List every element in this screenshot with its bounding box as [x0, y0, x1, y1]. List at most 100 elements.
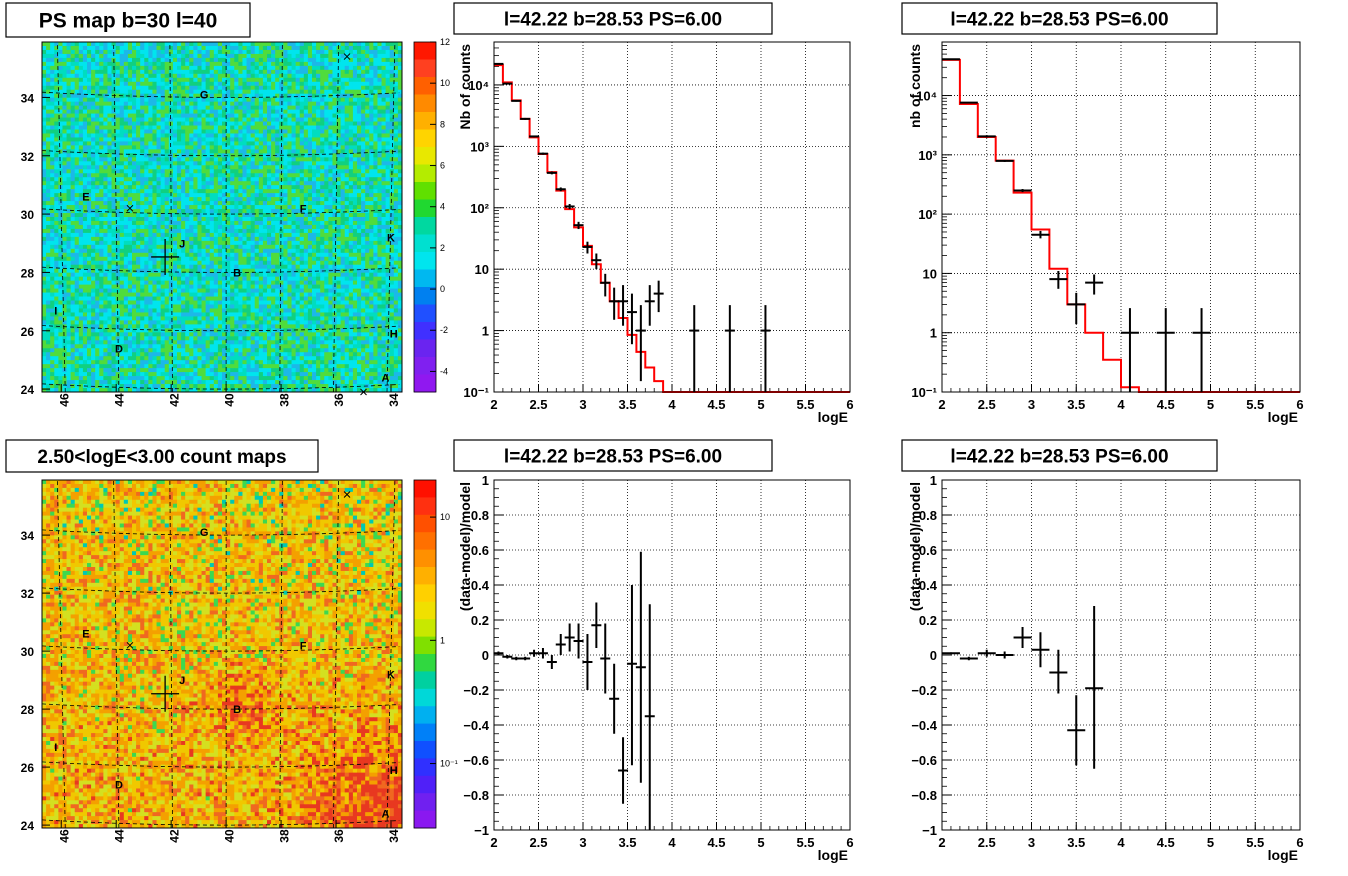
ps_map-map-cell [148, 73, 153, 79]
ps_map-map-cell [377, 53, 382, 59]
ps_map-map-cell [209, 244, 215, 250]
ps_map-map-cell [209, 73, 215, 79]
ps_map-map-cell [197, 145, 202, 150]
ps_map-map-cell [271, 113, 276, 118]
ps_map-map-cell [250, 201, 256, 206]
ps_map-map-cell [115, 205, 121, 210]
ps_map-map-cell [205, 213, 211, 218]
ps_map-map-cell [230, 256, 235, 262]
ps_map-map-cell [365, 145, 370, 150]
ps_map-map-cell [365, 85, 370, 91]
ps_map-map-cell [373, 133, 378, 138]
ps_map-map-cell [58, 248, 63, 254]
ps_map-map-cell [385, 248, 391, 254]
ps_map-map-cell [74, 252, 80, 258]
ps_map-map-cell [132, 173, 137, 178]
ps_map-map-cell [393, 137, 399, 142]
ps_map-map-cell [78, 129, 84, 134]
ps_map-map-cell [107, 85, 112, 91]
ps_map-map-cell [222, 69, 227, 75]
ps_map-map-cell [185, 149, 190, 154]
ps_map-map-cell [230, 129, 235, 134]
ps_map-map-cell [312, 157, 317, 162]
ps_map-map-cell [217, 77, 223, 83]
ps_map-map-cell [74, 264, 80, 270]
ps_map-map-cell [295, 228, 301, 234]
ps_map-map-cell [336, 157, 341, 162]
ps_map-map-cell [397, 149, 403, 154]
ps_map-map-cell [115, 228, 121, 234]
ps_map-map-cell [115, 177, 121, 182]
ps_map-map-cell [393, 85, 399, 91]
ps_map-map-cell [54, 264, 59, 270]
ps_map-map-cell [209, 232, 215, 238]
ps_map-map-cell [397, 133, 403, 138]
ps_map-map-cell [123, 161, 129, 166]
ps_map-map-cell [74, 69, 80, 75]
ps_map-map-cell [99, 244, 104, 250]
ps_map-map-cell [144, 49, 149, 55]
ps_map-map-cell [205, 85, 211, 91]
ps_map-map-cell [160, 173, 166, 178]
ps_map-map-cell [172, 85, 178, 91]
ps_map-map-cell [352, 244, 358, 250]
ps_map-map-cell [369, 137, 374, 142]
ps_map-map-cell [185, 61, 190, 67]
ps_map-map-cell [177, 220, 182, 226]
ps_map-map-cell [324, 232, 329, 238]
ps_map-map-cell [156, 149, 161, 154]
ps_map-map-cell [70, 129, 76, 134]
ps_map-map-cell [262, 133, 268, 138]
ps_map-map-cell [385, 81, 391, 87]
ps_map-map-cell [168, 201, 174, 206]
ps_map-map-cell [303, 153, 309, 158]
ps_map-map-cell [107, 236, 112, 242]
ps_map-map-cell [66, 117, 71, 122]
ps_map-map-cell [279, 69, 284, 75]
ps_map-map-cell [328, 177, 333, 182]
ps_map-map-cell [258, 244, 264, 250]
ps_map-map-cell [132, 220, 137, 226]
ps_map-map-cell [209, 93, 215, 98]
ps_map-map-cell [82, 153, 88, 158]
ps_map-map-cell [185, 248, 190, 254]
ps_map-map-cell [340, 81, 346, 87]
ps_map-map-cell [307, 224, 313, 230]
ps_map-map-cell [111, 248, 116, 254]
ps_map-map-cell [348, 193, 354, 198]
ps_map-map-cell [144, 248, 149, 254]
ps_map-map-cell [303, 149, 309, 154]
ps_map-map-cell [164, 232, 170, 238]
ps_map-map-cell [177, 129, 182, 134]
ps_map-map-cell [156, 169, 161, 174]
ps_map-map-cell [78, 121, 84, 126]
ps_map-map-cell [123, 77, 129, 83]
ps_map-map-cell [295, 181, 301, 186]
ps_map-map-cell [365, 224, 370, 230]
ps_map-map-cell [393, 105, 399, 110]
ps_map-map-cell [70, 109, 76, 114]
ps_map-map-cell [54, 61, 59, 67]
ps_map-map-cell [373, 161, 378, 166]
ps_map-map-cell [181, 109, 186, 114]
ps_map-map-cell [226, 42, 231, 47]
ps_map-map-cell [340, 69, 346, 75]
ps_map-map-cell [258, 81, 264, 87]
ps_map-map-cell [397, 240, 403, 246]
ps_map-map-cell [87, 157, 92, 162]
ps_map-map-cell [123, 101, 129, 106]
ps_map-map-cell [50, 125, 55, 130]
ps_map-map-cell [389, 161, 395, 166]
ps_map-map-cell [222, 101, 227, 106]
ps_map-map-cell [328, 244, 333, 250]
ps_map-map-cell [177, 137, 182, 142]
ps_map-map-cell [377, 232, 382, 238]
ps_map-map-cell [46, 97, 51, 102]
ps_map-map-cell [185, 185, 190, 190]
ps_map-map-cell [254, 65, 260, 71]
ps_map-map-cell [348, 105, 354, 110]
ps_map-map-cell [78, 161, 84, 166]
ps_map-map-cell [87, 113, 92, 118]
ps_map-map-cell [258, 121, 264, 126]
ps_map-map-cell [352, 77, 358, 83]
